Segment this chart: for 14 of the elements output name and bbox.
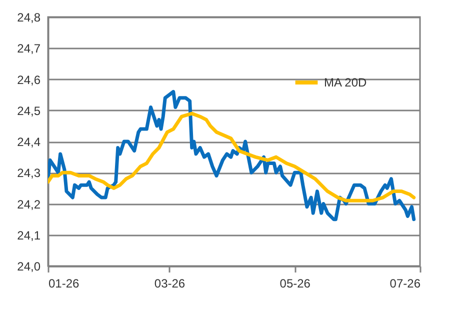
y-tick-label: 24,1 <box>17 228 41 242</box>
y-tick-label: 24,3 <box>17 166 41 180</box>
x-tick-label: 05-26 <box>280 276 311 290</box>
legend-label: MA 20D <box>324 76 368 90</box>
x-tick-label: 03-26 <box>154 276 186 290</box>
y-tick-label: 24,5 <box>17 104 41 118</box>
y-tick-label: 24,8 <box>17 10 41 24</box>
y-tick-label: 24,6 <box>17 72 41 87</box>
y-tick-label: 24,7 <box>17 42 41 56</box>
y-tick-label: 24,2 <box>17 197 41 212</box>
x-tick-label: 01-26 <box>48 276 80 290</box>
y-tick-label: 24,4 <box>17 135 41 149</box>
x-tick-label: 07-26 <box>390 276 421 290</box>
y-tick-label: 24,0 <box>17 260 41 274</box>
